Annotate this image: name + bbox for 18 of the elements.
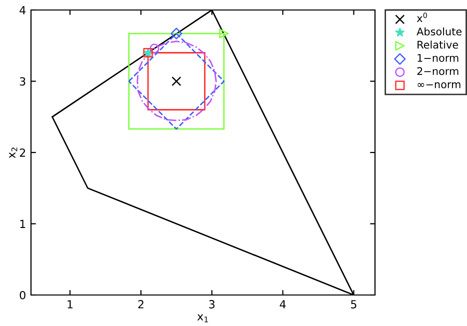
legend-label: Relative — [418, 40, 458, 49]
x-tick-label: 2 — [138, 300, 144, 308]
x-tick-label: 5 — [351, 300, 356, 308]
legend-label: x$^{0}$ — [416, 12, 427, 22]
y-axis-title: x$_{2}$ — [9, 148, 18, 158]
x-tick-label: 4 — [280, 300, 286, 308]
x-tick-label: 1 — [68, 300, 73, 308]
legend-label: ∞−norm — [418, 82, 460, 88]
y-tick-label: 2 — [20, 148, 26, 157]
x-tick-label: 3 — [209, 300, 215, 308]
y-tick-label: 1 — [20, 220, 26, 228]
y-tick-label: 0 — [20, 290, 26, 300]
legend-label: 2−norm — [417, 67, 458, 76]
x-axis-title: x$_{1}$ — [197, 314, 208, 322]
y-tick-label: 3 — [20, 77, 26, 86]
legend-label: Absolute — [416, 27, 462, 36]
y-tick-label: 4 — [20, 6, 26, 14]
legend-label: 1−norm — [418, 54, 458, 62]
